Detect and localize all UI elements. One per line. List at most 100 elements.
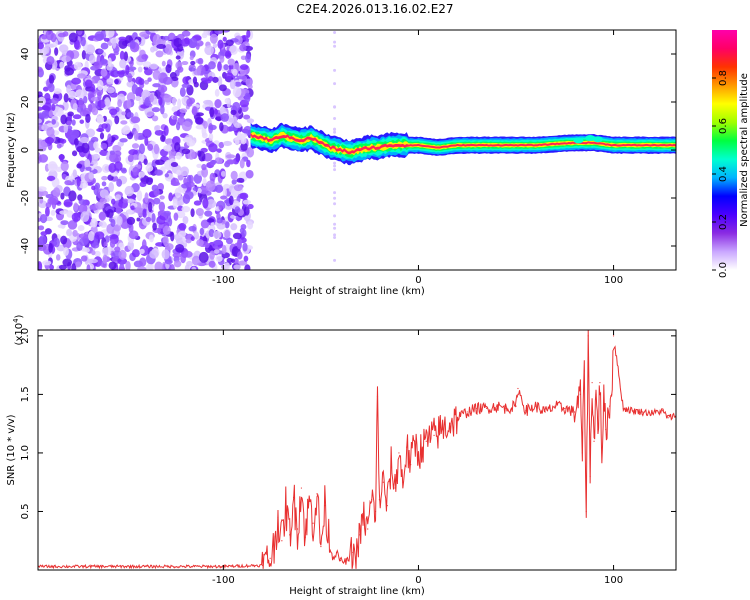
colorbar-tick-label: 0.6 bbox=[718, 118, 729, 134]
noise-blob bbox=[220, 170, 226, 177]
snr-point bbox=[449, 423, 451, 425]
noise-blob bbox=[164, 173, 169, 178]
noise-blob bbox=[237, 251, 243, 260]
y-tick-label: 2.0 bbox=[20, 328, 31, 344]
noise-blob bbox=[149, 249, 159, 259]
noise-blob bbox=[186, 139, 196, 147]
snr-point bbox=[593, 440, 595, 442]
snr-point bbox=[605, 428, 607, 431]
noise-blob bbox=[81, 142, 90, 154]
snr-point bbox=[125, 565, 127, 568]
snr-point bbox=[456, 417, 459, 419]
noise-blob bbox=[100, 58, 108, 65]
noise-blob bbox=[56, 143, 62, 149]
noise-blob bbox=[162, 76, 173, 85]
noise-blob bbox=[178, 222, 187, 231]
noise-blob bbox=[55, 254, 61, 261]
noise-blob bbox=[142, 128, 152, 138]
noise-blob bbox=[88, 172, 94, 180]
noise-blob bbox=[243, 255, 249, 262]
noise-blob bbox=[88, 258, 98, 264]
noise-blob bbox=[78, 237, 89, 247]
noise-blob bbox=[60, 220, 69, 226]
noise-blob bbox=[174, 187, 182, 198]
snr-scale-note: (x104) bbox=[12, 314, 25, 345]
noise-blob bbox=[85, 128, 96, 138]
noise-blob bbox=[170, 181, 181, 186]
noise-blob bbox=[173, 260, 182, 268]
noise-blob bbox=[127, 154, 134, 163]
noise-blob bbox=[76, 175, 81, 187]
noise-blob bbox=[202, 198, 209, 209]
y-tick-label: 1.0 bbox=[20, 445, 31, 461]
noise-blob bbox=[123, 51, 128, 62]
y-tick-label: -20 bbox=[20, 190, 31, 206]
noise-blob bbox=[39, 196, 44, 204]
noise-blob bbox=[154, 169, 163, 176]
noise-blob bbox=[102, 254, 108, 264]
noise-blob bbox=[59, 61, 65, 69]
snr-point bbox=[505, 407, 507, 410]
noise-blob bbox=[204, 242, 210, 248]
noise-blob bbox=[230, 170, 238, 181]
snr-point bbox=[324, 505, 326, 507]
noise-blob bbox=[158, 201, 166, 212]
noise-blob bbox=[225, 72, 233, 79]
noise-blob bbox=[170, 161, 179, 168]
colorbar-tick-label: 0.0 bbox=[718, 262, 729, 278]
snr-point bbox=[589, 475, 591, 477]
snr-point bbox=[308, 499, 310, 501]
snr-point bbox=[581, 452, 583, 454]
snr-point bbox=[261, 564, 263, 566]
noise-blob bbox=[176, 66, 184, 73]
colorbar-label: Normalized spectral amplitude bbox=[739, 73, 750, 227]
noise-blob bbox=[151, 107, 161, 113]
noise-blob bbox=[208, 260, 216, 268]
noise-blob bbox=[193, 173, 202, 184]
noise-blob bbox=[149, 93, 154, 103]
noise-blob bbox=[72, 103, 78, 111]
noise-blob bbox=[236, 177, 245, 183]
noise-blob bbox=[107, 57, 112, 67]
noise-blob bbox=[239, 44, 247, 52]
noise-blob bbox=[57, 224, 66, 229]
noise-blob bbox=[240, 133, 248, 138]
noise-blob bbox=[155, 50, 164, 58]
noise-blob bbox=[218, 204, 223, 211]
noise-blob bbox=[97, 91, 102, 101]
noise-blob bbox=[142, 61, 152, 68]
noise-blob bbox=[194, 116, 204, 125]
noise-blob bbox=[91, 107, 99, 116]
snr-point bbox=[343, 561, 345, 563]
noise-blob bbox=[124, 185, 134, 197]
snr-point bbox=[587, 335, 589, 337]
x-tick-label: 100 bbox=[604, 275, 623, 286]
noise-blob bbox=[133, 130, 139, 141]
noise-blob bbox=[154, 124, 161, 131]
noise-blob bbox=[173, 111, 182, 117]
noise-blob bbox=[96, 115, 105, 124]
noise-blob bbox=[199, 227, 205, 236]
noise-blob bbox=[38, 42, 44, 50]
noise-blob bbox=[154, 159, 165, 166]
noise-blob bbox=[126, 216, 136, 225]
noise-blob bbox=[71, 77, 82, 85]
ridge-band bbox=[250, 132, 676, 155]
noise-blob bbox=[242, 199, 251, 205]
noise-blob bbox=[96, 128, 105, 133]
noise-speck bbox=[333, 164, 337, 168]
noise-blob bbox=[195, 124, 205, 130]
noise-blob bbox=[173, 212, 179, 221]
noise-blob bbox=[109, 108, 118, 116]
noise-blob bbox=[127, 73, 133, 83]
noise-blob bbox=[190, 60, 196, 66]
spectrogram-ticks: -100 0 100 -40 -20 0 20 40 bbox=[20, 30, 676, 286]
snr-point bbox=[597, 428, 599, 431]
noise-blob bbox=[160, 86, 165, 98]
noise-blob bbox=[179, 108, 188, 114]
noise-blob bbox=[201, 163, 207, 171]
noise-blob bbox=[45, 202, 52, 208]
noise-blob bbox=[106, 64, 113, 71]
noise-blob bbox=[191, 105, 198, 116]
noise-blob bbox=[201, 132, 208, 139]
